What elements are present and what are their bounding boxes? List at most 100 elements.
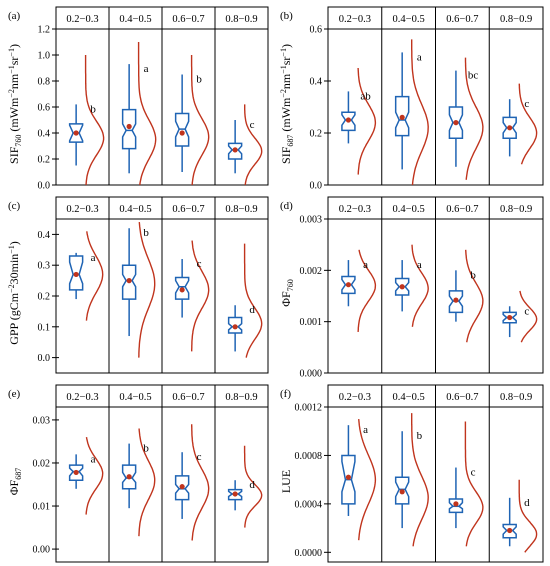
significance-letter: b bbox=[470, 269, 476, 281]
notched-box bbox=[394, 277, 410, 296]
y-label-part: −1 bbox=[279, 48, 288, 57]
y-label-part: 760 bbox=[286, 279, 295, 291]
mean-point bbox=[126, 474, 132, 480]
significance-letter: d bbox=[249, 304, 255, 316]
y-tick-label: 0.02 bbox=[33, 458, 51, 469]
mean-point bbox=[179, 287, 185, 293]
y-label-part: −1 bbox=[7, 48, 16, 57]
significance-letter: c bbox=[524, 305, 529, 317]
y-tick-label: 0.2 bbox=[310, 129, 323, 140]
box-group: d bbox=[227, 445, 263, 528]
significance-letter: a bbox=[417, 51, 422, 63]
panel-label: (c) bbox=[8, 200, 21, 212]
mean-point bbox=[232, 324, 238, 330]
y-label-part: −2 bbox=[279, 89, 288, 98]
mean-point bbox=[507, 125, 513, 131]
mean-point bbox=[453, 501, 459, 507]
density-curve bbox=[191, 424, 210, 541]
notched-box bbox=[341, 454, 356, 505]
density-curve bbox=[243, 243, 263, 358]
mean-point bbox=[73, 469, 79, 476]
panel-5: (f) 0.2−0.3 0.4−0.5 0.6−0.7 0.8−0.9 0.0000 0.0… bbox=[279, 384, 544, 563]
category-header: 0.6−0.7 bbox=[172, 14, 204, 25]
significance-letter: a bbox=[363, 259, 368, 271]
category-header: 0.8−0.9 bbox=[500, 392, 532, 403]
y-label-part: SIF bbox=[7, 146, 21, 164]
y-tick-label: 0.4 bbox=[38, 230, 51, 241]
y-label-part: LUE bbox=[279, 470, 293, 493]
density-curve bbox=[411, 244, 429, 327]
y-axis-label: LUE bbox=[279, 470, 293, 493]
category-header: 0.4−0.5 bbox=[393, 392, 425, 403]
box-group: d bbox=[227, 243, 263, 358]
category-header: 0.2−0.3 bbox=[339, 204, 371, 215]
y-label-part: 687 bbox=[14, 468, 23, 480]
category-header: 0.8−0.9 bbox=[225, 14, 257, 25]
notched-box bbox=[121, 464, 137, 490]
box-group: b bbox=[68, 55, 105, 186]
box-group: a bbox=[394, 39, 429, 186]
significance-letter: c bbox=[250, 119, 255, 131]
density-curve bbox=[464, 421, 484, 547]
significance-letter: c bbox=[471, 467, 476, 479]
category-header: 0.2−0.3 bbox=[339, 392, 371, 403]
panel-label: (a) bbox=[8, 10, 21, 22]
category-header: 0.6−0.7 bbox=[446, 14, 478, 25]
box-group: c bbox=[174, 424, 210, 541]
y-label-part: ) bbox=[7, 241, 21, 245]
density-curve bbox=[85, 231, 104, 321]
mean-point bbox=[507, 527, 513, 534]
density-curve bbox=[357, 67, 377, 175]
y-axis-label: SIF687 (mWm−2nm−1sr−1) bbox=[279, 44, 295, 164]
mean-point bbox=[399, 284, 405, 290]
significance-letter: b bbox=[196, 74, 202, 86]
category-header: 0.8−0.9 bbox=[500, 204, 532, 215]
y-axis-label: ΦF760 bbox=[279, 279, 295, 306]
density-curve bbox=[244, 104, 263, 186]
notched-box bbox=[68, 464, 84, 481]
y-tick-label: 0.4 bbox=[310, 77, 323, 88]
notched-box bbox=[448, 290, 464, 314]
significance-letter: b bbox=[143, 443, 149, 455]
box-group: b bbox=[394, 413, 429, 547]
significance-letter: b bbox=[417, 430, 423, 442]
significance-letter: a bbox=[144, 63, 149, 75]
y-axis-label: GPP (gCm−230min−1) bbox=[7, 241, 21, 345]
y-tick-label: 0.0004 bbox=[295, 499, 323, 510]
panel-4: (e) 0.2−0.3 0.4−0.5 0.6−0.7 0.8−0.9 0.00 0.01 0… bbox=[7, 384, 269, 563]
mean-point bbox=[179, 484, 185, 490]
category-header: 0.4−0.5 bbox=[119, 392, 151, 403]
y-label-part: ΦF bbox=[7, 479, 21, 495]
density-curve bbox=[190, 55, 210, 186]
mean-point bbox=[507, 314, 513, 321]
mean-point bbox=[453, 297, 459, 303]
y-label-part: 30min bbox=[7, 254, 21, 285]
y-axis-label: ΦF687 bbox=[7, 468, 23, 495]
y-tick-label: 0.00 bbox=[33, 545, 51, 556]
panel-label: (e) bbox=[8, 388, 21, 400]
notched-box bbox=[174, 276, 190, 300]
notched-box bbox=[174, 112, 190, 147]
category-header: 0.2−0.3 bbox=[66, 204, 98, 215]
panel-label: (f) bbox=[280, 388, 291, 400]
notched-box bbox=[502, 311, 517, 324]
box-group: ab bbox=[341, 67, 377, 175]
y-label-part: nm bbox=[279, 73, 293, 89]
notched-box bbox=[502, 116, 517, 139]
y-label-part: −2 bbox=[7, 89, 16, 98]
mean-point bbox=[345, 282, 352, 288]
y-label-part: (mWm bbox=[7, 97, 21, 135]
notched-box bbox=[394, 476, 410, 505]
y-label-part: −1 bbox=[7, 245, 16, 254]
significance-letter: c bbox=[197, 451, 202, 463]
category-header: 0.2−0.3 bbox=[339, 14, 371, 25]
mean-point bbox=[126, 278, 132, 284]
y-label-part: 687 bbox=[286, 135, 295, 147]
y-tick-label: 0.0012 bbox=[295, 403, 323, 414]
y-label-part: −1 bbox=[279, 65, 288, 74]
y-tick-label: 0.003 bbox=[300, 215, 323, 226]
panel-1: (b) 0.2−0.3 0.4−0.5 0.6−0.7 0.8−0.9 0.0 0.2 0.4… bbox=[279, 6, 544, 192]
significance-letter: a bbox=[363, 424, 368, 436]
mean-point bbox=[232, 147, 238, 153]
